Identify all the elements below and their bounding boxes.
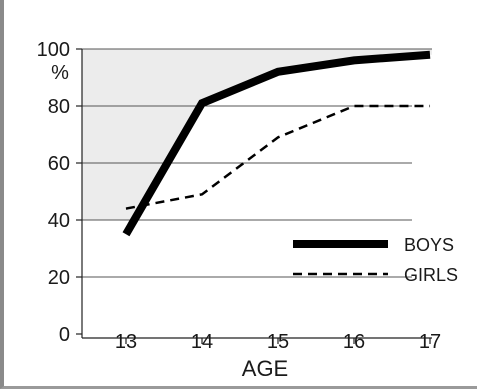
tick-labels: 0 20 40 60 80 100% 13 14 15 16 17 AGE — [37, 39, 442, 381]
y-tick-label-0: 0 — [59, 324, 70, 346]
x-tick-label-16: 16 — [343, 331, 365, 353]
x-tick-label-14: 14 — [191, 331, 213, 353]
y-tick-label-40: 40 — [48, 210, 70, 232]
axes — [76, 48, 432, 344]
y-axis-label: % — [51, 62, 69, 84]
line-chart: BOYS GIRLS 0 20 40 60 80 100% 13 14 15 16 17 AGE — [37, 39, 458, 381]
y-tick-label-60: 60 — [48, 153, 70, 175]
legend: BOYS GIRLS — [293, 235, 458, 285]
x-tick-label-13: 13 — [115, 331, 137, 353]
legend-label-boys: BOYS — [404, 235, 454, 255]
x-axis-title: AGE — [242, 356, 288, 381]
shaded-area — [82, 49, 432, 220]
y-tick-label-80: 80 — [48, 96, 70, 118]
x-tick-label-15: 15 — [267, 331, 289, 353]
x-tick-label-17: 17 — [419, 331, 441, 353]
shaded-area-layer — [82, 49, 432, 220]
y-tick-label-20: 20 — [48, 267, 70, 289]
legend-label-girls: GIRLS — [404, 265, 458, 285]
y-tick-label-100: 100 — [37, 39, 70, 61]
series-lines — [122, 50, 431, 237]
